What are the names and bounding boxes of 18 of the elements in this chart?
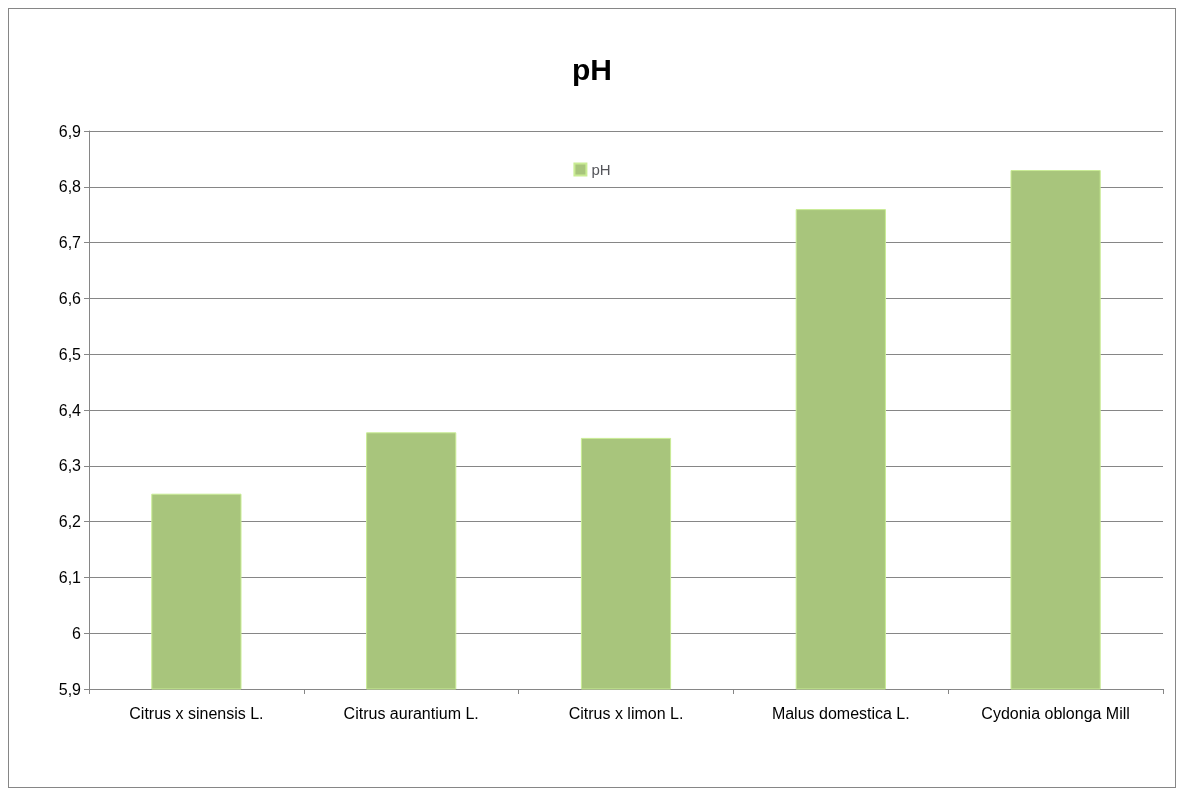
x-tick-label: Citrus x sinensis L. <box>129 704 264 722</box>
x-tick-label: Malus domestica L. <box>771 704 910 722</box>
y-tick-label: 6,8 <box>58 178 82 196</box>
x-tick-label: Citrus x limon L. <box>568 704 684 722</box>
y-tick-label: 6 <box>72 624 82 642</box>
x-tick-label: Cydonia oblonga Mill <box>981 704 1130 722</box>
y-tick-label: 6,7 <box>58 234 82 252</box>
y-tick-label: 6,2 <box>58 513 82 531</box>
chart-title: pH <box>572 52 612 86</box>
y-tick-label: 6,5 <box>58 345 82 363</box>
y-tick-label: 6,9 <box>58 122 82 140</box>
y-tick-label: 5,9 <box>58 680 82 698</box>
legend-label: pH <box>591 161 611 178</box>
x-tick-label: Citrus aurantium L. <box>343 704 479 722</box>
y-tick-label: 6,3 <box>58 457 82 475</box>
y-tick-label: 6,6 <box>58 289 82 307</box>
y-tick-label: 6,1 <box>58 568 82 586</box>
y-tick-label: 6,4 <box>58 401 82 419</box>
